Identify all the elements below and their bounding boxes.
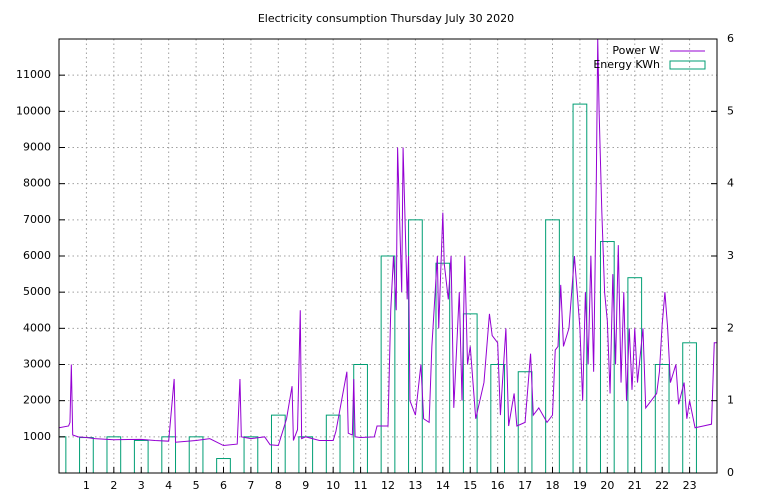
y2-tick-label: 2 [727, 321, 734, 334]
energy-bar [243, 436, 259, 473]
energy-bar [490, 364, 506, 473]
x-tick-label: 9 [302, 479, 309, 492]
x-tick-label: 22 [655, 479, 669, 492]
y2-tick-label: 3 [727, 249, 734, 262]
x-tick-label: 2 [110, 479, 117, 492]
y-tick-label: 5000 [23, 285, 51, 298]
chart-title: Electricity consumption Thursday July 30… [258, 12, 514, 25]
x-tick-label: 3 [138, 479, 145, 492]
legend-label: Energy KWh [593, 58, 660, 71]
y-tick-label: 4000 [23, 321, 51, 334]
x-tick-label: 14 [436, 479, 450, 492]
energy-bar [380, 255, 396, 473]
y2-tick-label: 1 [727, 394, 734, 407]
lines [59, 39, 717, 447]
x-tick-label: 11 [354, 479, 368, 492]
x-tick-label: 17 [518, 479, 532, 492]
energy-bar [133, 439, 149, 473]
energy-bar [599, 241, 615, 473]
x-tick-label: 8 [275, 479, 282, 492]
y2-tick-label: 4 [727, 177, 734, 190]
y-tick-label: 6000 [23, 249, 51, 262]
x-tick-label: 13 [408, 479, 422, 492]
x-tick-label: 5 [193, 479, 200, 492]
energy-bar [435, 262, 451, 473]
energy-bar [59, 436, 67, 473]
legend-label: Power W [612, 44, 660, 57]
y-tick-label: 8000 [23, 177, 51, 190]
x-tick-label: 23 [683, 479, 697, 492]
y2-tick-label: 5 [727, 104, 734, 117]
y-tick-label: 9000 [23, 141, 51, 154]
y-tick-label: 7000 [23, 213, 51, 226]
energy-bar [654, 364, 670, 473]
x-tick-label: 16 [491, 479, 505, 492]
energy-bar [462, 313, 478, 473]
energy-bar [627, 277, 643, 473]
x-tick-label: 1 [83, 479, 90, 492]
y-tick-label: 10000 [16, 104, 51, 117]
energy-bar [106, 436, 122, 473]
x-tick-label: 10 [326, 479, 340, 492]
x-tick-label: 19 [573, 479, 587, 492]
legend-swatch [669, 60, 706, 70]
energy-bar [545, 219, 560, 473]
y-tick-label: 11000 [16, 68, 51, 81]
y-tick-label: 2000 [23, 394, 51, 407]
x-tick-label: 4 [165, 479, 172, 492]
energy-bar [408, 219, 423, 473]
x-tick-label: 6 [220, 479, 227, 492]
axes: 1000 2000 3000 4000 5000 6000 7000 8000 9000 1000… [16, 32, 734, 492]
y2-tick-label: 6 [727, 32, 734, 45]
x-tick-label: 12 [381, 479, 395, 492]
energy-bar [353, 364, 368, 473]
power-line [59, 39, 717, 447]
x-tick-label: 20 [600, 479, 614, 492]
grid [59, 39, 717, 473]
y2-tick-label: 0 [727, 466, 734, 479]
x-tick-label: 15 [463, 479, 477, 492]
x-tick-label: 7 [247, 479, 254, 492]
x-tick-label: 18 [546, 479, 560, 492]
energy-bar [188, 436, 204, 473]
y-tick-label: 3000 [23, 358, 51, 371]
bars [59, 103, 697, 473]
x-tick-label: 21 [628, 479, 642, 492]
energy-bar [517, 371, 533, 473]
y-tick-label: 1000 [23, 430, 51, 443]
